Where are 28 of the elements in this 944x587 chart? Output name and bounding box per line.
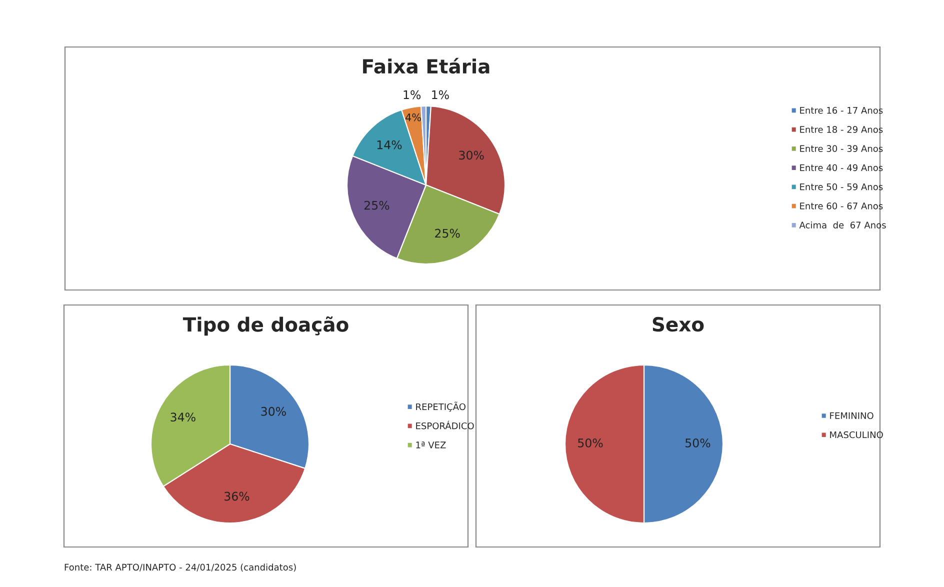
legend-label: Entre 16 - 17 Anos	[800, 106, 883, 114]
legend-label: Entre 50 - 59 Anos	[800, 183, 883, 190]
legend-label: Acima de 67 Anos	[799, 221, 886, 228]
data-label: 30%	[261, 406, 286, 416]
legend-label: REPETIÇÃO	[416, 402, 466, 412]
data-label: 1%	[432, 90, 449, 100]
source-note: Fonte: TAR APTO/INAPTO - 24/01/2025 (candidatos)	[64, 564, 296, 572]
data-label: 25%	[435, 228, 460, 238]
data-label: 1%	[404, 90, 421, 100]
chart-title: Tipo de doação	[182, 316, 348, 336]
chart-title: Sexo	[652, 316, 704, 332]
chart-title: Faixa Etária	[363, 58, 490, 74]
data-label: 50%	[686, 438, 710, 448]
legend-label: Entre 40 - 49 Anos	[800, 164, 883, 172]
data-label: 50%	[578, 438, 603, 448]
legend-label: Entre 60 - 67 Anos	[800, 202, 883, 210]
legend-label: MASCULINO	[830, 431, 883, 438]
legend-label: 1ª VEZ	[416, 442, 446, 448]
legend-label: FEMININO	[830, 412, 874, 420]
data-label: 30%	[459, 150, 484, 160]
legend-label: Entre 30 - 39 Anos	[800, 145, 883, 152]
data-label: 36%	[224, 492, 250, 501]
data-label: 34%	[170, 412, 196, 422]
data-label: 4%	[406, 113, 421, 122]
data-label: 25%	[364, 200, 390, 210]
legend-label: Entre 18 - 29 Anos	[800, 126, 883, 133]
legend-label: ESPORÁDICO	[416, 420, 474, 430]
data-label: 14%	[377, 140, 402, 150]
